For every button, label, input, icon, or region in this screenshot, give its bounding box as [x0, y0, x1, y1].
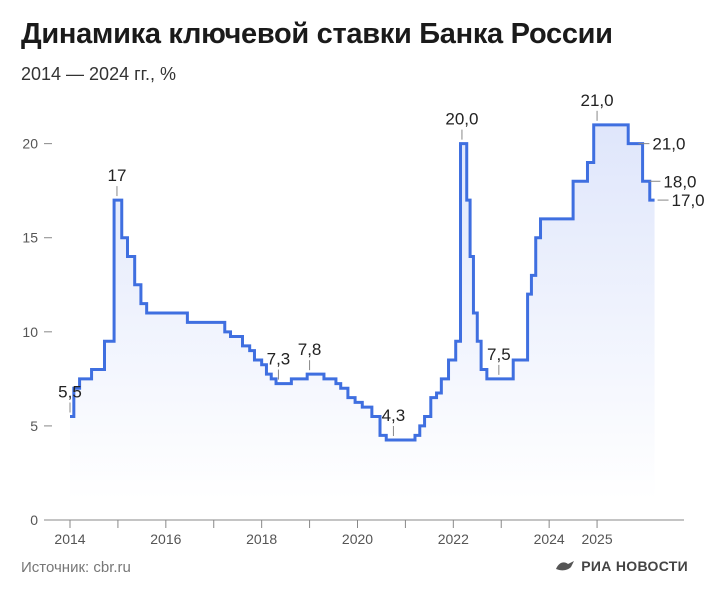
- y-tick-label: 0: [30, 512, 38, 528]
- x-tick-label: 2016: [150, 531, 181, 547]
- annotations: 5,5 17 7,3 7,8 4,3 20,0 7,5 21,0 21,0 18,017,0: [58, 91, 705, 437]
- annotation-label: 5,5: [58, 383, 82, 402]
- rate-line: [70, 123, 655, 442]
- chart-subtitle: 2014 — 2024 гг., %: [21, 64, 177, 84]
- annotation-label: 20,0: [445, 110, 478, 129]
- y-axis: 0 5 10 15 20: [22, 136, 52, 528]
- y-tick-label: 15: [22, 230, 38, 246]
- logo-text: РИА НОВОСТИ: [581, 558, 688, 574]
- annotation-label: 17: [107, 166, 126, 185]
- x-tick-label: 2022: [438, 531, 469, 547]
- annotation-label: 4,3: [382, 406, 406, 425]
- annotation-label: 7,5: [487, 345, 511, 364]
- x-tick-label: 2018: [246, 531, 277, 547]
- annotation-label: 21,0: [652, 135, 685, 154]
- annotation-label: 7,8: [298, 340, 322, 359]
- x-tick-label: 2014: [54, 531, 85, 547]
- source-note: Источник: cbr.ru: [21, 559, 131, 576]
- ria-novosti-logo[interactable]: РИА НОВОСТИ: [555, 558, 688, 574]
- x-axis: 2014 2016 2018 2020 2022 2024 2025: [44, 519, 684, 547]
- x-tick-label: 2024: [534, 531, 565, 547]
- ria-novosti-logo-icon: [556, 561, 575, 571]
- y-tick-label: 10: [22, 324, 38, 340]
- y-tick-label: 20: [22, 136, 38, 152]
- x-tick-label: 2025: [581, 531, 612, 547]
- annotation-label: 7,3: [267, 350, 291, 369]
- annotation-label: 21,0: [581, 91, 614, 110]
- annotation-label: 18,0: [663, 172, 696, 191]
- rate-area: [70, 124, 655, 501]
- chart-title: Динамика ключевой ставки Банка России: [21, 18, 613, 50]
- x-tick-label: 2020: [342, 531, 373, 547]
- annotation-label: 17,0: [672, 191, 705, 210]
- y-tick-label: 5: [30, 418, 38, 434]
